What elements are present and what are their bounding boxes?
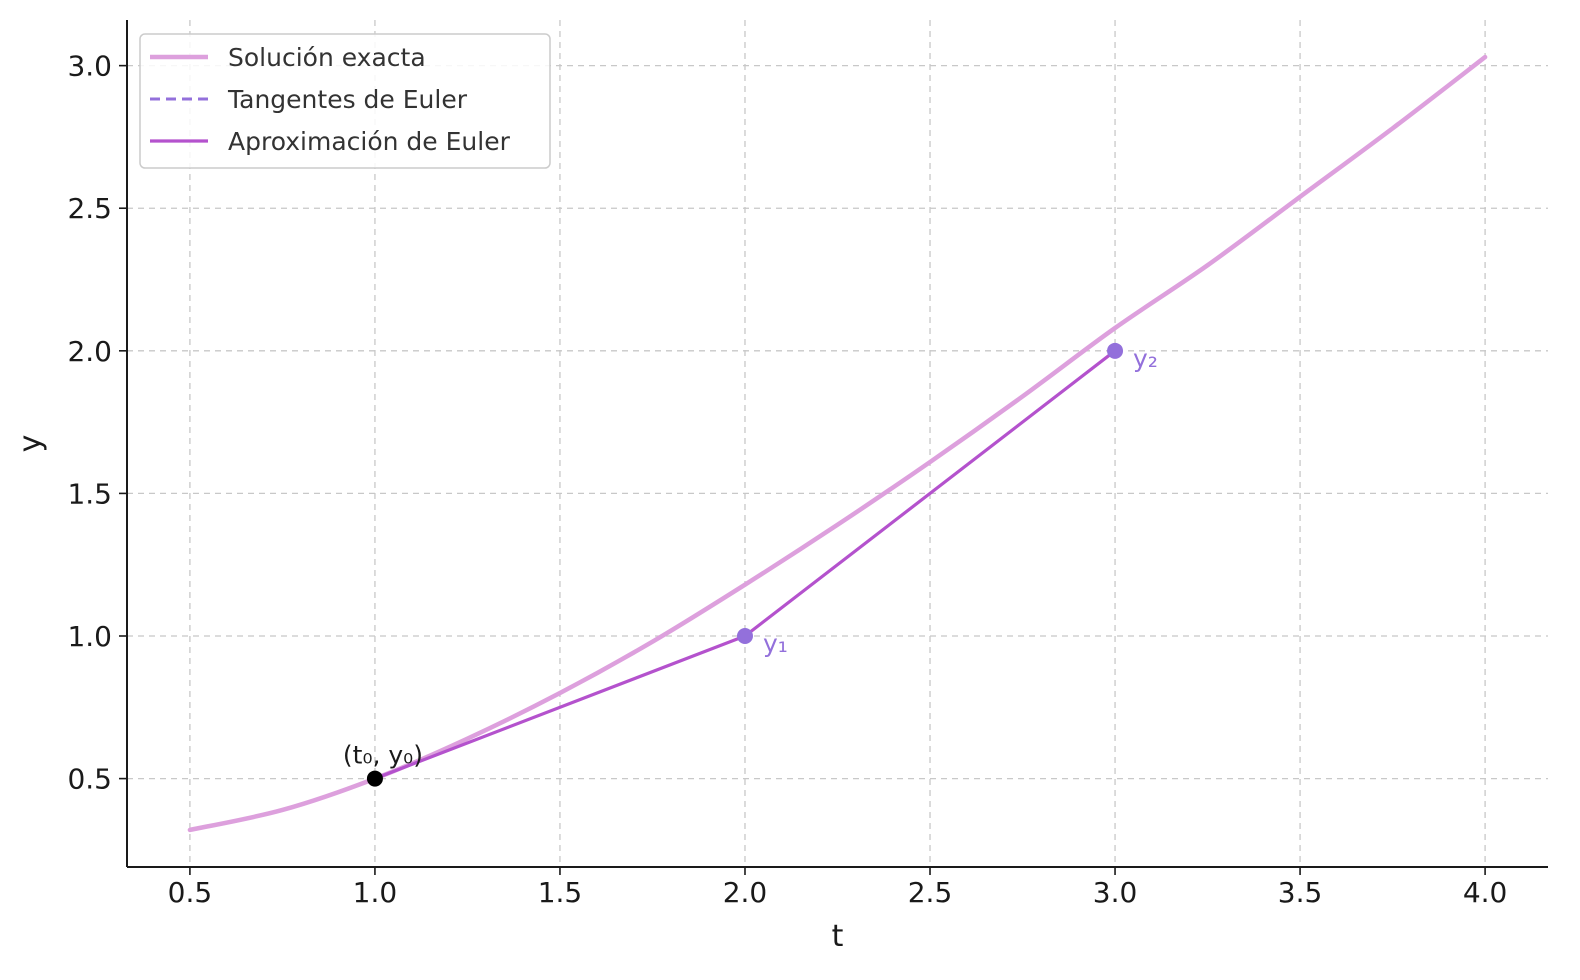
x-tick-label: 3.0 <box>1093 876 1138 909</box>
axes <box>126 20 1548 868</box>
data-point <box>366 770 383 787</box>
points-layer: (t₀, y₀) y₁ y₂ <box>343 342 1158 787</box>
point-label: y₂ <box>1133 344 1158 373</box>
point-label: (t₀, y₀) <box>343 741 423 770</box>
x-tick-label: 1.0 <box>353 876 398 909</box>
x-tick-label: 3.5 <box>1278 876 1323 909</box>
y-tick-label: 1.5 <box>67 477 112 510</box>
series-layer <box>187 54 1488 833</box>
y-tick-label: 0.5 <box>67 763 112 796</box>
y-tick-label: 2.5 <box>67 192 112 225</box>
y-tick-label: 2.0 <box>67 335 112 368</box>
x-tick-label: 1.5 <box>538 876 583 909</box>
legend-label: Aproximación de Euler <box>228 127 511 156</box>
data-point <box>1107 342 1124 359</box>
legend-label: Tangentes de Euler <box>227 85 468 114</box>
grid <box>127 20 1548 867</box>
legend: Solución exacta Tangentes de Euler Aproxim… <box>139 33 551 169</box>
series-line-exact <box>187 54 1488 833</box>
x-tick-label: 2.0 <box>723 876 768 909</box>
x-tick-label: 0.5 <box>168 876 213 909</box>
ticks: 0.5 1.0 1.5 2.0 2.5 3.0 3.5 4.0 0.5 1.0 1.5 2.0 2.5 3… <box>67 50 1507 909</box>
y-axis-title: y <box>13 435 48 453</box>
x-tick-label: 2.5 <box>908 876 953 909</box>
legend-box <box>139 33 551 169</box>
point-label: y₁ <box>763 629 788 658</box>
y-tick-label: 3.0 <box>67 50 112 83</box>
legend-label: Solución exacta <box>228 43 426 72</box>
x-tick-label: 4.0 <box>1463 876 1508 909</box>
y-tick-label: 1.0 <box>67 620 112 653</box>
x-axis-title: t <box>832 919 844 954</box>
data-point <box>736 628 753 644</box>
